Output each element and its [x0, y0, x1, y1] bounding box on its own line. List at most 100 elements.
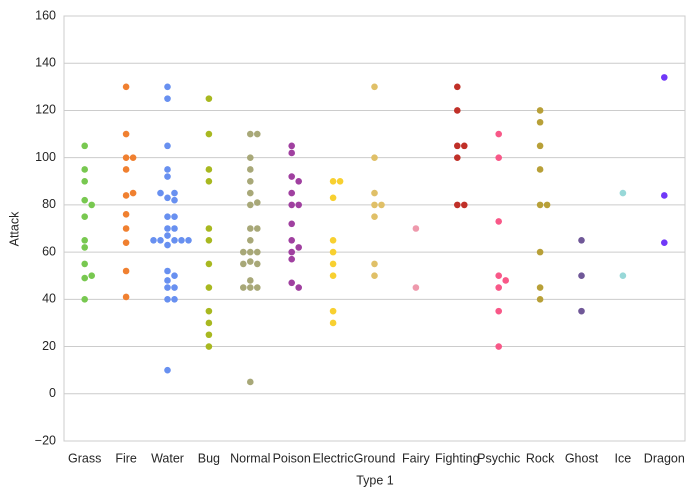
- y-tick-label: 60: [42, 244, 56, 258]
- swarm-point: [295, 284, 303, 291]
- swarm-point: [536, 118, 544, 126]
- swarm-point: [536, 284, 544, 291]
- plot-frame: [63, 15, 686, 442]
- swarm-point: [329, 194, 337, 202]
- swarm-point: [619, 189, 627, 197]
- swarm-point: [122, 225, 130, 232]
- swarm-point: [81, 213, 88, 220]
- swarm-point: [371, 189, 378, 197]
- swarm-point: [495, 130, 503, 138]
- swarm-point: [295, 177, 303, 185]
- swarm-point: [164, 267, 171, 275]
- x-tick-label: Fire: [115, 451, 137, 465]
- x-tick-label: Ghost: [565, 451, 599, 465]
- y-tick-label: 40: [42, 292, 56, 306]
- swarm-point: [171, 225, 178, 232]
- swarm-point: [253, 284, 261, 291]
- swarm-point: [81, 196, 88, 204]
- x-tick-label: Grass: [68, 451, 101, 465]
- swarm-point: [295, 244, 303, 251]
- swarm-point: [157, 237, 164, 244]
- swarm-point: [378, 201, 385, 209]
- swarm-point: [329, 248, 337, 256]
- swarm-point: [122, 192, 130, 199]
- swarm-point: [81, 296, 88, 303]
- swarm-point: [81, 260, 88, 268]
- x-tick-label: Ground: [354, 451, 396, 465]
- x-tick-label: Poison: [273, 451, 311, 465]
- swarm-point: [329, 319, 337, 327]
- swarm-point: [454, 142, 461, 150]
- swarm-point: [371, 260, 378, 268]
- swarm-point: [129, 189, 137, 197]
- swarm-point: [240, 284, 247, 291]
- swarm-point: [205, 177, 213, 185]
- swarm-point: [164, 173, 171, 180]
- swarm-point: [240, 260, 247, 268]
- swarm-point: [578, 272, 585, 280]
- swarm-point: [164, 241, 171, 249]
- swarm-point: [454, 201, 461, 209]
- x-axis-label: Type 1: [356, 473, 394, 487]
- swarm-point: [495, 154, 503, 161]
- swarm-point: [288, 189, 296, 197]
- swarm-point: [329, 272, 337, 280]
- swarm-point: [122, 130, 130, 138]
- swarm-point: [122, 83, 130, 91]
- swarm-point: [247, 237, 254, 244]
- swarm-point: [288, 279, 296, 287]
- swarm-point: [171, 196, 178, 204]
- swarm-point: [205, 225, 213, 232]
- swarm-point: [329, 177, 337, 185]
- swarm-point: [495, 284, 503, 291]
- swarm-point: [371, 272, 378, 280]
- swarm-point: [81, 142, 88, 150]
- swarm-point: [253, 225, 261, 232]
- swarm-point: [288, 142, 296, 150]
- swarm-point: [247, 277, 254, 284]
- swarm-point: [578, 237, 585, 244]
- x-tick-label: Electric: [313, 451, 354, 465]
- swarm-point: [454, 154, 461, 161]
- swarm-point: [164, 277, 171, 284]
- swarm-point: [536, 201, 544, 209]
- swarm-point: [129, 154, 137, 161]
- swarm-point: [205, 307, 213, 315]
- swarm-point: [536, 107, 544, 114]
- swarm-point: [247, 378, 254, 386]
- swarm-point: [122, 293, 130, 301]
- x-tick-label: Water: [151, 451, 184, 465]
- swarm-point: [661, 239, 668, 246]
- y-tick-label: −20: [35, 433, 56, 447]
- swarm-point: [253, 260, 261, 268]
- x-tick-label: Psychic: [477, 451, 520, 465]
- swarm-point: [205, 260, 213, 268]
- swarm-point: [495, 218, 503, 225]
- swarm-point: [164, 225, 171, 232]
- swarm-point: [164, 232, 171, 239]
- swarm-point: [288, 237, 296, 244]
- swarm-point: [150, 237, 157, 244]
- swarm-point: [81, 244, 88, 251]
- swarm-point: [205, 284, 213, 291]
- swarm-point: [247, 225, 254, 232]
- swarm-point: [502, 277, 510, 284]
- x-tick-label: Normal: [230, 451, 270, 465]
- swarm-point: [164, 83, 171, 91]
- swarm-point: [164, 284, 171, 291]
- swarm-point: [536, 166, 544, 173]
- y-axis-label: Attack: [7, 211, 21, 246]
- swarm-point: [164, 166, 171, 173]
- x-tick-label: Rock: [526, 451, 555, 465]
- swarm-point: [122, 239, 130, 246]
- swarm-point: [171, 284, 178, 291]
- swarm-point: [495, 307, 503, 315]
- swarm-point: [164, 296, 171, 303]
- swarm-point: [495, 343, 503, 350]
- swarm-point: [205, 237, 213, 244]
- swarm-point: [205, 319, 213, 327]
- swarm-point: [247, 130, 254, 138]
- swarm-point: [454, 83, 461, 91]
- x-tick-label: Fighting: [435, 451, 480, 465]
- swarm-point: [81, 274, 88, 282]
